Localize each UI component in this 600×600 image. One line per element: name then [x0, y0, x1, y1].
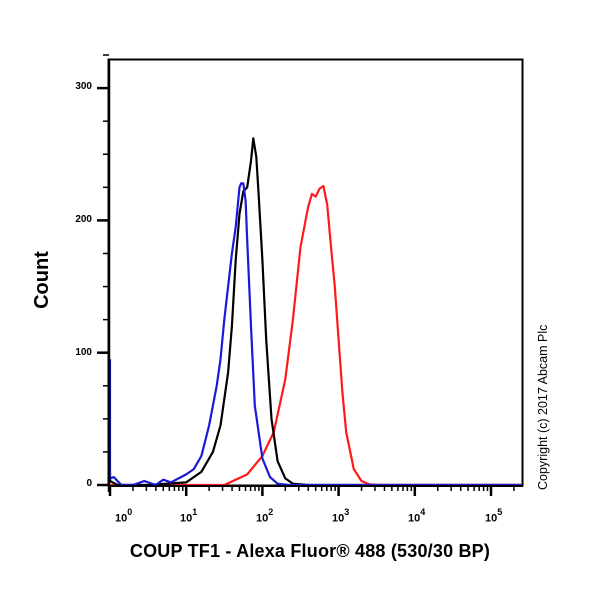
- histogram-curves: [108, 137, 521, 487]
- x-tick-label-10e0: 100: [115, 507, 133, 525]
- x-tick-label-10e2: 102: [256, 507, 274, 525]
- x-axis-title: COUP TF1 - Alexa Fluor® 488 (530/30 BP): [129, 541, 491, 561]
- y-tick-label-300: 300: [75, 81, 92, 92]
- x-tick-label-10e1: 101: [180, 507, 198, 525]
- series-isotype-control: [108, 182, 521, 487]
- copyright-notice: Copyright (c) 2017 Abcam Plc: [536, 324, 550, 490]
- series-unstained-control: [108, 137, 521, 487]
- x-tick-label-10e5: 105: [485, 507, 503, 525]
- plot-frame: [107, 58, 524, 487]
- y-axis-ticks: [97, 54, 109, 487]
- x-tick-label-10e3: 103: [332, 507, 350, 525]
- x-tick-label-10e4: 104: [408, 507, 426, 525]
- y-tick-label-100: 100: [75, 347, 92, 358]
- y-tick-label-200: 200: [75, 214, 92, 225]
- y-axis-title: Count: [30, 251, 53, 309]
- y-tick-label-0: 0: [86, 478, 92, 489]
- x-axis-ticks: [108, 486, 515, 496]
